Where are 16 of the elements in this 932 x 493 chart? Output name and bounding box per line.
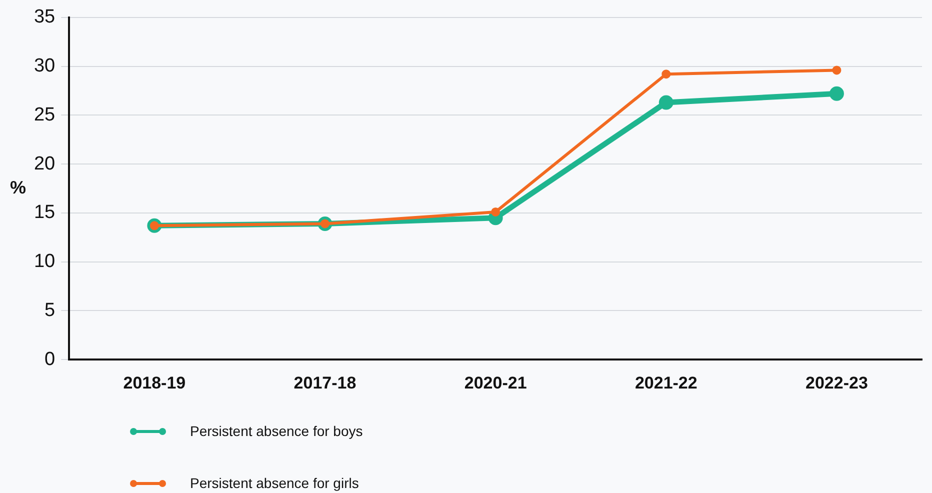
y-tick-label: 10: [34, 251, 56, 272]
y-tick-label: 20: [34, 153, 56, 174]
x-tick-label: 2017-18: [294, 373, 356, 392]
x-tick-label: 2018-19: [123, 373, 186, 392]
x-tick-label: 2020-21: [464, 373, 527, 392]
y-axis-title: %: [10, 177, 26, 198]
legend-label: Persistent absence for boys: [190, 423, 363, 439]
y-tick-label: 0: [44, 348, 56, 370]
y-tick-label: 30: [34, 56, 56, 77]
x-tick-label: 2022-23: [806, 373, 868, 392]
y-tick-label: 5: [44, 300, 56, 321]
y-tick-label: 35: [34, 6, 56, 28]
y-tick-label: 25: [34, 104, 56, 126]
legend-label: Persistent absence for girls: [190, 475, 359, 491]
x-tick-label: 2021-22: [634, 373, 698, 392]
y-tick-label: 15: [34, 202, 56, 224]
